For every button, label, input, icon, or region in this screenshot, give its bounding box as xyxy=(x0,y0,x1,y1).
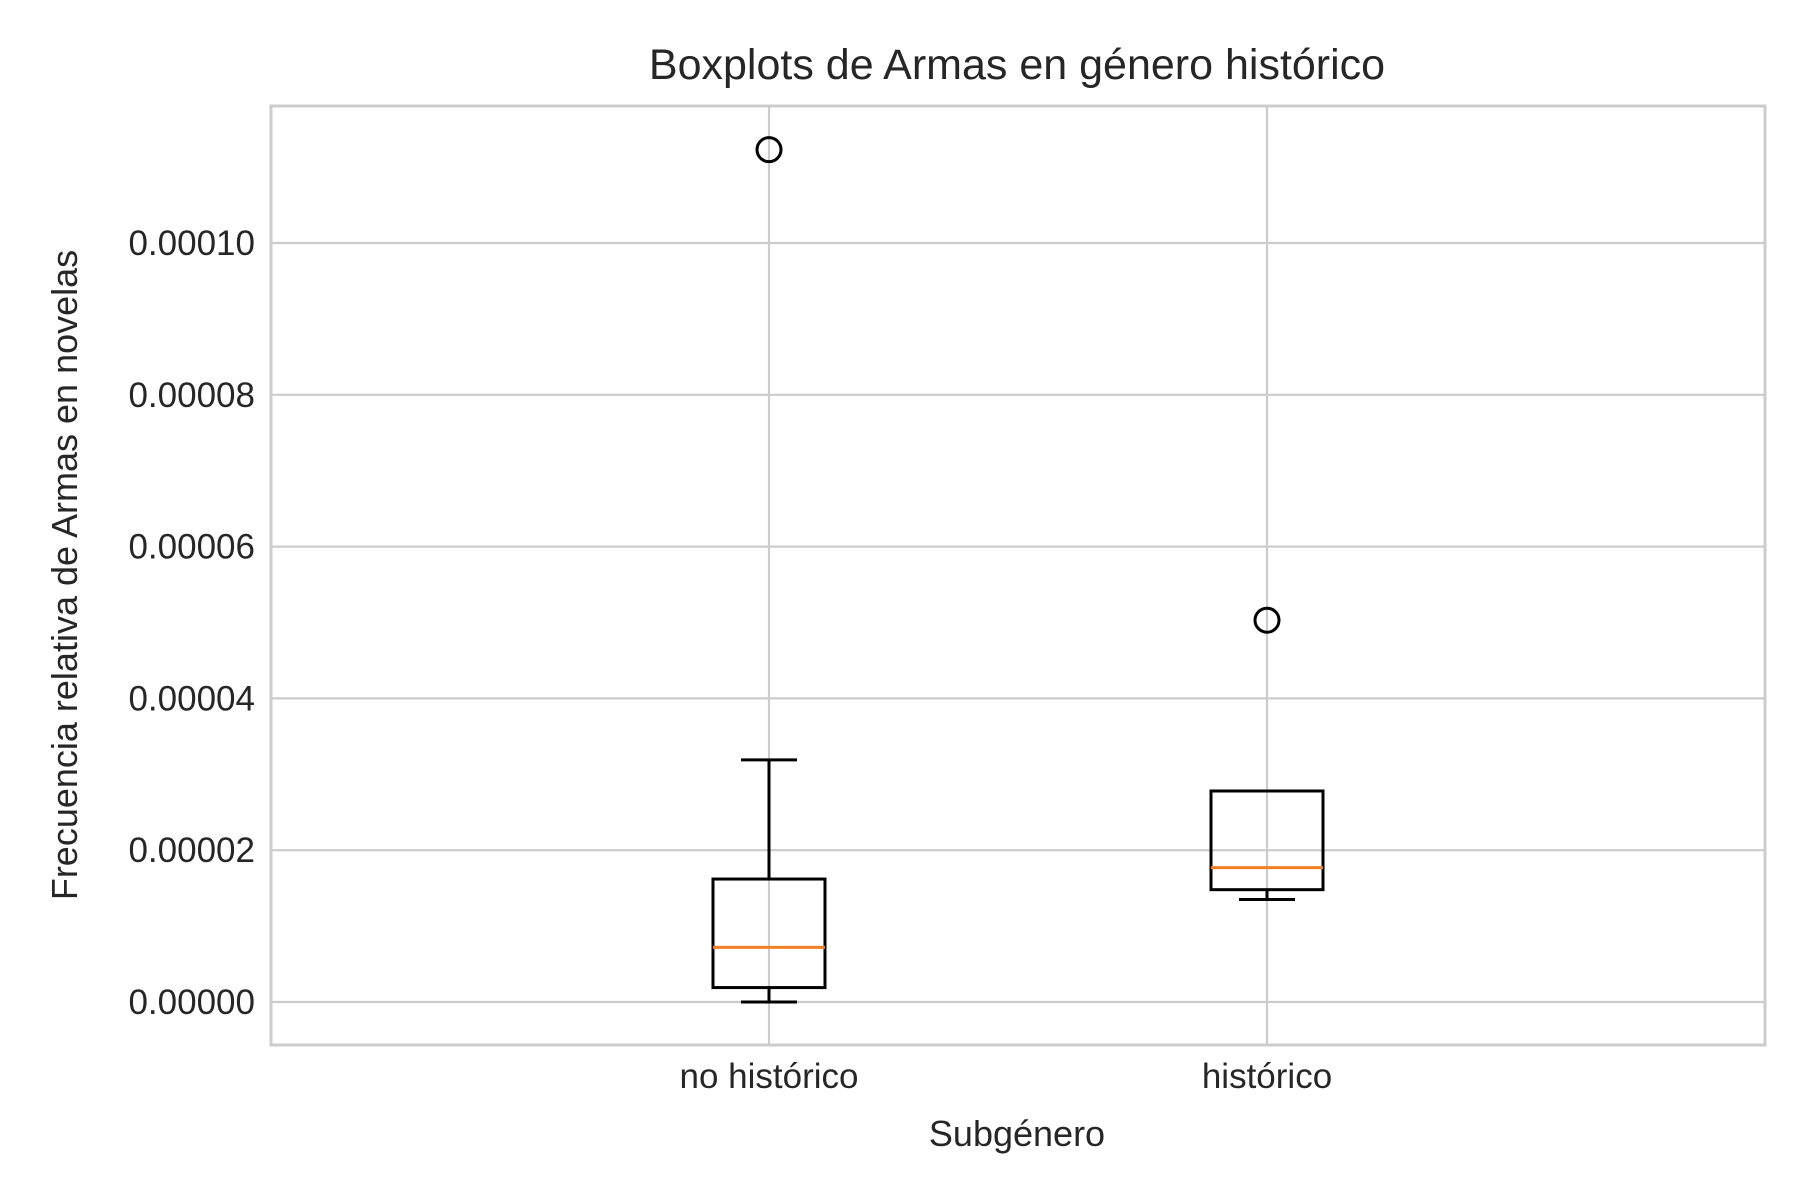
box-group xyxy=(711,136,827,1004)
y-tick-label: 0.00000 xyxy=(128,983,255,1022)
chart-title: Boxplots de Armas en género histórico xyxy=(649,41,1385,89)
outlier-point xyxy=(1253,606,1281,634)
x-tick-label: no histórico xyxy=(680,1057,859,1096)
outlier-point xyxy=(755,136,783,164)
grid-layer xyxy=(271,106,1765,1045)
y-tick-label: 0.00010 xyxy=(128,224,255,263)
y-tick-label: 0.00002 xyxy=(128,831,255,870)
y-tick-label: 0.00006 xyxy=(128,528,255,567)
y-tick-labels: 0.00000 0.00002 0.00004 0.00006 0.00008 0.000… xyxy=(128,224,255,1022)
y-tick-label: 0.00004 xyxy=(128,679,255,718)
y-axis-label: Frecuencia relativa de Armas en novelas xyxy=(44,250,85,900)
iqr-box xyxy=(1209,789,1325,892)
plot-frame xyxy=(269,104,1767,1047)
x-tick-labels: no histórico histórico xyxy=(680,1057,1333,1096)
y-tick-label: 0.00008 xyxy=(128,376,255,415)
boxes-layer xyxy=(711,136,1325,1004)
x-axis-label: Subgénero xyxy=(929,1113,1105,1154)
box-group xyxy=(1209,606,1325,902)
iqr-box xyxy=(711,877,827,990)
x-tick-label: histórico xyxy=(1202,1057,1332,1096)
